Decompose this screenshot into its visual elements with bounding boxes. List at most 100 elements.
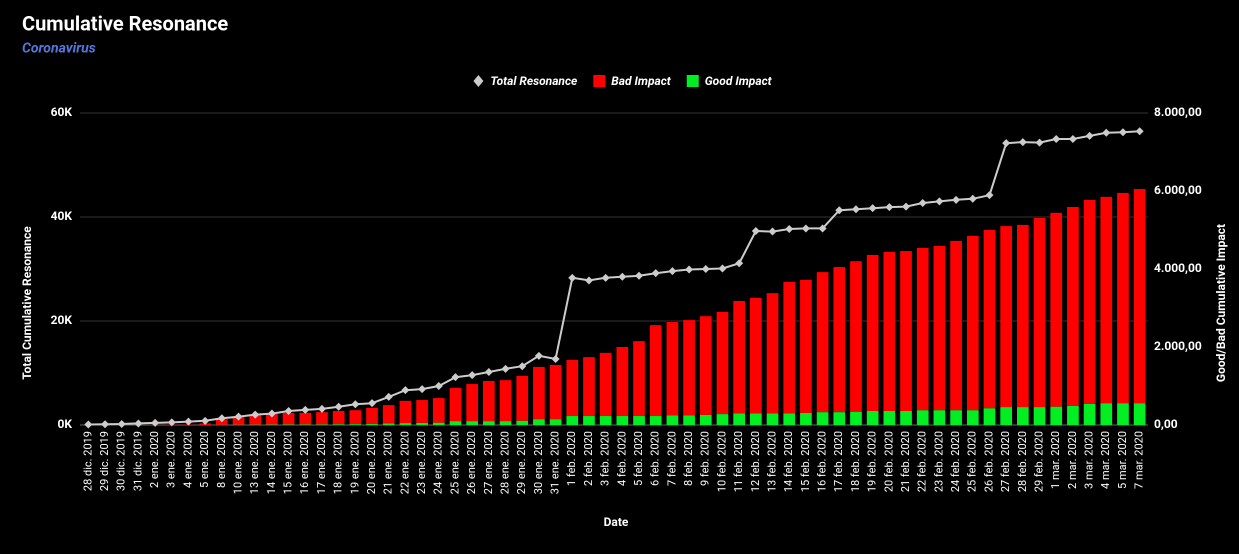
x-tick-label: 31 dic. 2019	[131, 431, 144, 491]
bar	[449, 421, 462, 425]
line-marker	[1135, 127, 1144, 136]
x-tick-label: 23 feb. 2020	[932, 431, 945, 492]
bar	[933, 410, 946, 425]
legend-label: Total Resonance	[490, 74, 578, 88]
bar	[583, 357, 595, 417]
bar	[316, 412, 328, 425]
bar	[483, 421, 495, 425]
bar	[516, 375, 529, 421]
line-marker	[468, 371, 477, 380]
bar	[1117, 192, 1129, 404]
line-marker	[351, 400, 360, 409]
bar	[599, 352, 612, 417]
line-marker	[568, 273, 577, 282]
x-tick-label: 18 ene. 2020	[332, 431, 345, 494]
x-tick-label: 25 ene. 2020	[448, 431, 461, 494]
bar	[549, 419, 562, 425]
bar	[399, 423, 412, 425]
line-marker	[768, 227, 777, 236]
bar	[382, 405, 395, 424]
bar	[683, 320, 695, 416]
bar	[533, 366, 545, 420]
y-tick-label: 20K	[51, 313, 73, 327]
bar	[266, 414, 278, 425]
bar	[516, 420, 529, 425]
x-tick-label: 22 feb. 2020	[916, 431, 929, 492]
bar	[1083, 199, 1096, 404]
legend-symbol	[686, 75, 699, 87]
bar	[416, 400, 428, 423]
x-tick-label: 29 dic. 2019	[98, 431, 111, 491]
x-tick-label: 19 feb. 2020	[866, 431, 879, 492]
line-marker	[751, 227, 760, 236]
bar	[616, 416, 629, 425]
line-marker	[368, 399, 377, 408]
bar	[750, 297, 762, 414]
x-tick-label: 30 dic. 2019	[115, 431, 128, 491]
line-marker	[501, 364, 510, 373]
x-tick-label: 4 ene. 2020	[181, 431, 194, 488]
line-marker	[835, 206, 844, 215]
line-marker	[334, 402, 343, 411]
y-tick-label: 0K	[57, 417, 72, 431]
bar	[466, 384, 478, 422]
line-marker	[1035, 138, 1044, 147]
bar	[416, 422, 428, 425]
x-tick-label: 31 ene. 2020	[549, 431, 562, 494]
x-tick-label: 2 feb. 2020	[582, 431, 595, 486]
x-tick-label: 4 feb. 2020	[615, 431, 628, 486]
bar	[866, 410, 879, 425]
x-tick-label: 2 mar. 2020	[1066, 431, 1079, 489]
bar	[432, 398, 445, 423]
chart-subtitle: Coronavirus	[22, 41, 96, 57]
bar	[850, 261, 862, 412]
x-tick-label: 8 feb. 2020	[682, 431, 695, 486]
x-tick-label: 18 feb. 2020	[849, 431, 862, 492]
line-marker	[952, 195, 961, 204]
bar	[833, 412, 846, 425]
x-tick-label: 16 feb. 2020	[816, 431, 829, 492]
bar	[282, 424, 295, 425]
bar	[599, 416, 612, 425]
bar	[299, 424, 312, 425]
line-marker	[801, 224, 810, 233]
line-marker	[484, 367, 493, 376]
bar	[1133, 189, 1146, 404]
x-tick-label: 28 feb. 2020	[1016, 431, 1029, 492]
bar	[1100, 196, 1113, 404]
bar	[533, 419, 545, 425]
bar	[249, 414, 262, 425]
line-marker	[534, 351, 543, 360]
line-marker	[451, 373, 460, 382]
bar	[900, 410, 912, 425]
line-marker	[267, 409, 276, 418]
bar	[666, 415, 679, 425]
line-marker	[685, 265, 694, 274]
bar	[316, 424, 328, 425]
bar	[1000, 407, 1012, 425]
line-marker	[434, 382, 443, 390]
x-tick-label: 10 feb. 2020	[715, 431, 728, 492]
bar	[449, 387, 462, 422]
x-tick-label: 1 feb. 2020	[565, 431, 578, 486]
line-marker	[735, 259, 744, 268]
y2-tick-label: 4.000,00	[1154, 261, 1202, 275]
bar	[549, 364, 562, 420]
line-marker	[317, 404, 326, 413]
line-marker	[651, 269, 660, 278]
bar	[983, 408, 996, 425]
bar	[833, 267, 846, 413]
bar	[649, 325, 662, 417]
bar	[366, 424, 378, 425]
bar	[866, 254, 879, 411]
line-marker	[201, 416, 210, 425]
bar	[1133, 403, 1146, 425]
line-marker	[601, 273, 610, 282]
x-tick-label: 19 ene. 2020	[348, 431, 361, 494]
line-marker	[985, 191, 994, 200]
x-tick-label: 24 feb. 2020	[949, 431, 962, 492]
bar	[399, 400, 412, 424]
line-marker	[918, 198, 927, 207]
x-tick-label: 26 feb. 2020	[982, 431, 995, 492]
